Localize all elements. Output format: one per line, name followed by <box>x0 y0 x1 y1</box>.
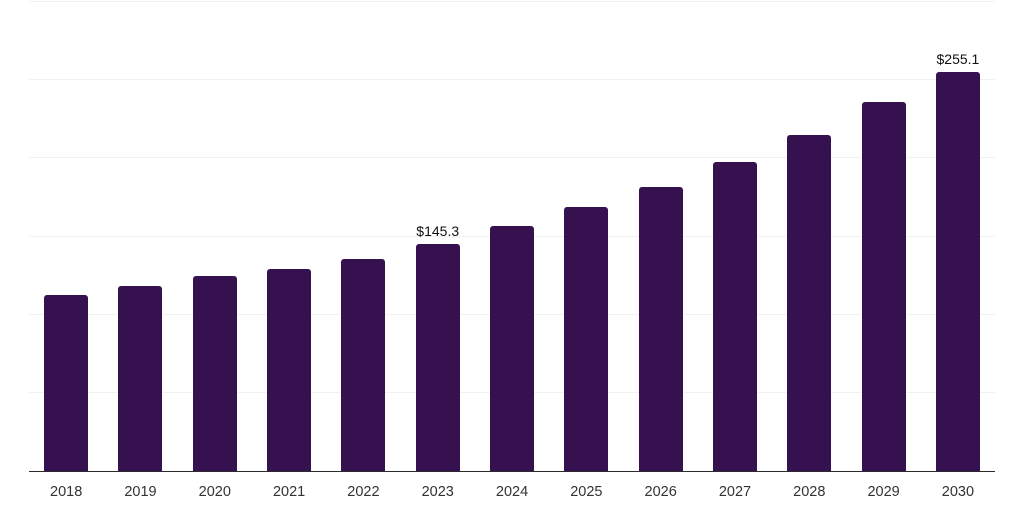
x-tick-label-2021: 2021 <box>272 484 306 500</box>
x-tick-label-2024: 2024 <box>495 484 529 500</box>
bar-slot-2023: $145.3 <box>401 2 475 471</box>
bar-slot-2025 <box>549 2 623 471</box>
x-tick-label-2026: 2026 <box>644 484 677 500</box>
value-label-2023: $145.3 <box>416 222 460 239</box>
bar-2020 <box>192 275 237 471</box>
bar-2019 <box>118 285 163 471</box>
gridline-300 <box>29 1 995 2</box>
bar-2023 <box>415 243 460 471</box>
bar-slot-2030: $255.1 <box>921 2 995 471</box>
bar-slot-2019 <box>103 2 177 471</box>
bar-slot-2022 <box>326 2 400 471</box>
bar-2018 <box>44 294 89 471</box>
bar-slot-2020 <box>178 2 252 471</box>
bar-2029 <box>861 101 906 471</box>
bar-slot-2027 <box>698 2 772 471</box>
bar-2024 <box>490 225 535 471</box>
x-axis-labels: 2018 2019 2020 2021 2022 2023 2024 2025 2026 2027… <box>29 483 995 501</box>
x-tick-label-2018: 2018 <box>50 484 83 500</box>
bar-2026 <box>638 186 683 471</box>
bars-container: $145.3 $255.1 <box>29 2 995 471</box>
bar-2025 <box>564 206 609 471</box>
bar-2028 <box>787 135 832 471</box>
bar-2027 <box>712 162 757 471</box>
bar-2030 <box>935 72 980 471</box>
plot-area: $145.3 $255.1 <box>29 1 995 472</box>
gridline-250 <box>29 79 995 81</box>
bar-2022 <box>341 258 386 471</box>
bar-slot-2018 <box>29 2 103 471</box>
value-label-2030: $255.1 <box>936 51 980 68</box>
x-axis-line <box>29 470 995 472</box>
x-tick-label-2025: 2025 <box>570 484 603 500</box>
bar-slot-2029 <box>846 2 920 471</box>
x-tick-label-2028: 2028 <box>793 484 826 500</box>
x-tick-label-2029: 2029 <box>867 484 900 500</box>
x-tick-label-2027: 2027 <box>718 484 752 500</box>
x-tick-label-2023: 2023 <box>421 484 454 500</box>
bar-slot-2024 <box>475 2 549 471</box>
bar-slot-2026 <box>624 2 698 471</box>
gridline-200 <box>29 157 995 159</box>
x-tick-label-2022: 2022 <box>347 484 380 500</box>
bar-slot-2021 <box>252 2 326 471</box>
x-tick-label-2019: 2019 <box>124 484 157 500</box>
bar-2021 <box>267 269 312 471</box>
x-tick-label-2030: 2030 <box>941 484 975 500</box>
bar-slot-2028 <box>772 2 846 471</box>
x-tick-label-2020: 2020 <box>198 484 231 500</box>
